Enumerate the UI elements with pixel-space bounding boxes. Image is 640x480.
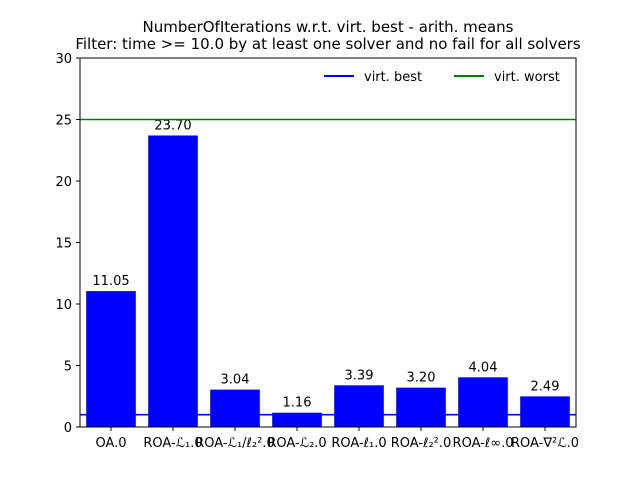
plot-area: 11.05 OA.0 23.70 ROA-ℒ₁.0 3.04 ROA-ℒ₁/ℓ₂².0 1.… xyxy=(55,52,579,451)
legend-label: virt. best xyxy=(364,70,422,85)
y-tick-label: 25 xyxy=(55,114,72,129)
plot-frame xyxy=(79,57,577,428)
x-tick-label: ROA-ℒ₂.0 xyxy=(267,436,326,451)
bar xyxy=(458,377,508,427)
bar xyxy=(86,291,136,427)
y-tick-label: 0 xyxy=(64,421,72,436)
data-label: 3.39 xyxy=(345,368,374,383)
chart-title: NumberOfIterations w.r.t. virt. best - a… xyxy=(142,18,513,36)
y-tick-label: 15 xyxy=(55,237,72,252)
bar xyxy=(272,412,322,427)
data-label: 2.49 xyxy=(531,379,560,394)
bar xyxy=(148,135,198,428)
data-label: 23.70 xyxy=(154,118,191,133)
chart-subtitle: Filter: time >= 10.0 by at least one sol… xyxy=(75,35,581,53)
y-tick-label: 30 xyxy=(55,52,72,67)
bar xyxy=(210,389,260,427)
x-tick-label: ROA-∇²ℒ.0 xyxy=(511,436,579,451)
x-tick-label: ROA-ℓ₂².0 xyxy=(391,436,452,451)
y-tick-label: 5 xyxy=(64,360,72,375)
y-tick-label: 20 xyxy=(55,175,72,190)
x-tick-label: ROA-ℒ₁/ℓ₂².0 xyxy=(195,436,275,451)
data-label: 3.20 xyxy=(407,371,436,386)
data-label: 11.05 xyxy=(92,274,129,289)
x-tick-label: ROA-ℓ∞.0 xyxy=(453,436,514,451)
x-tick-label: ROA-ℒ₁.0 xyxy=(143,436,202,451)
bar xyxy=(396,387,446,427)
data-label: 3.04 xyxy=(221,373,250,388)
x-tick-label: ROA-ℓ₁.0 xyxy=(331,436,386,451)
bar xyxy=(334,385,384,427)
legend-label: virt. worst xyxy=(494,70,560,85)
bar xyxy=(520,396,570,427)
data-label: 4.04 xyxy=(469,360,498,375)
data-label: 1.16 xyxy=(283,396,312,411)
x-tick-label: OA.0 xyxy=(95,436,126,451)
y-tick-label: 10 xyxy=(55,298,72,313)
